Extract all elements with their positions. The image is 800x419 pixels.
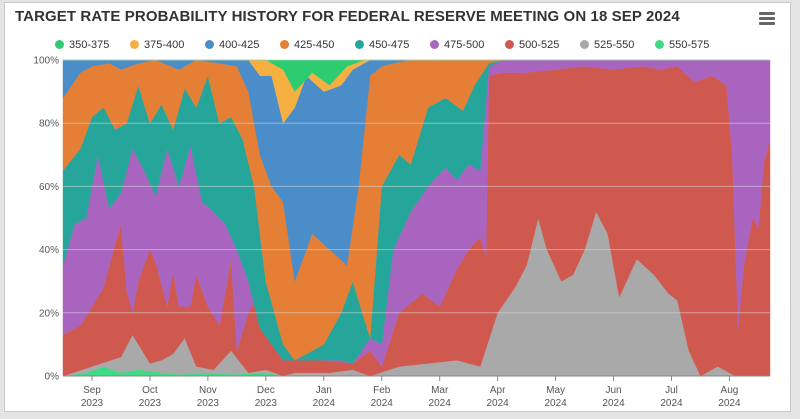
legend-label: 475-500 (444, 39, 485, 51)
legend-label: 525-550 (594, 39, 635, 51)
x-tick-label-year: 2024 (429, 398, 452, 409)
y-tick-label: 80% (39, 119, 59, 130)
x-tick-label-year: 2023 (255, 398, 278, 409)
legend-label: 550-575 (669, 39, 710, 51)
legend-marker-icon (205, 40, 214, 49)
legend-marker-icon (430, 40, 439, 49)
x-tick-label-year: 2024 (313, 398, 336, 409)
chart-menu-icon[interactable] (759, 12, 775, 26)
legend-marker-icon (655, 40, 664, 49)
x-tick-label-year: 2024 (660, 398, 683, 409)
x-tick-label-year: 2024 (718, 398, 741, 409)
legend-item-350-375[interactable]: 350-375 (55, 39, 109, 55)
x-tick-label-month: Mar (431, 385, 449, 396)
x-tick-label-year: 2023 (197, 398, 220, 409)
x-tick-label-month: Jul (665, 385, 678, 396)
x-tick-label-year: 2024 (544, 398, 567, 409)
legend-item-400-425[interactable]: 400-425 (205, 39, 259, 55)
legend-marker-icon (505, 40, 514, 49)
legend-item-550-575[interactable]: 550-575 (655, 39, 709, 55)
x-tick-label-year: 2024 (371, 398, 394, 409)
x-tick-label-year: 2024 (602, 398, 625, 409)
y-tick-label: 20% (39, 308, 59, 319)
x-tick-label-month: Oct (142, 385, 158, 396)
legend-label: 500-525 (519, 39, 560, 51)
legend-item-375-400[interactable]: 375-400 (130, 39, 184, 55)
x-tick-label-month: Jan (316, 385, 332, 396)
legend-label: 425-450 (294, 39, 335, 51)
x-tick-label-month: Feb (373, 385, 391, 396)
x-tick-label-year: 2023 (81, 398, 104, 409)
x-tick-label-year: 2024 (487, 398, 510, 409)
legend-label: 350-375 (69, 39, 110, 51)
x-tick-label-year: 2023 (139, 398, 162, 409)
x-tick-label-month: May (546, 385, 565, 396)
legend-item-475-500[interactable]: 475-500 (430, 39, 484, 55)
legend-label: 450-475 (369, 39, 410, 51)
legend-marker-icon (55, 40, 64, 49)
x-tick-label-month: Nov (199, 385, 217, 396)
x-tick-label-month: Aug (721, 385, 739, 396)
legend-marker-icon (355, 40, 364, 49)
y-tick-label: 0% (45, 372, 60, 383)
chart-title: TARGET RATE PROBABILITY HISTORY FOR FEDE… (15, 8, 680, 25)
legend-marker-icon (280, 40, 289, 49)
legend-label: 375-400 (144, 39, 185, 51)
x-tick-label-month: Sep (83, 385, 101, 396)
x-tick-label-month: Jun (605, 385, 621, 396)
legend-item-525-550[interactable]: 525-550 (580, 39, 634, 55)
legend-item-425-450[interactable]: 425-450 (280, 39, 334, 55)
legend-label: 400-425 (219, 39, 260, 51)
legend-item-500-525[interactable]: 500-525 (505, 39, 559, 55)
legend-item-450-475[interactable]: 450-475 (355, 39, 409, 55)
y-tick-label: 40% (39, 245, 59, 256)
y-tick-label: 100% (33, 56, 59, 67)
legend-marker-icon (580, 40, 589, 49)
legend-marker-icon (130, 40, 139, 49)
x-tick-label-month: Dec (257, 385, 275, 396)
y-tick-label: 60% (39, 182, 59, 193)
x-tick-label-month: Apr (490, 385, 506, 396)
